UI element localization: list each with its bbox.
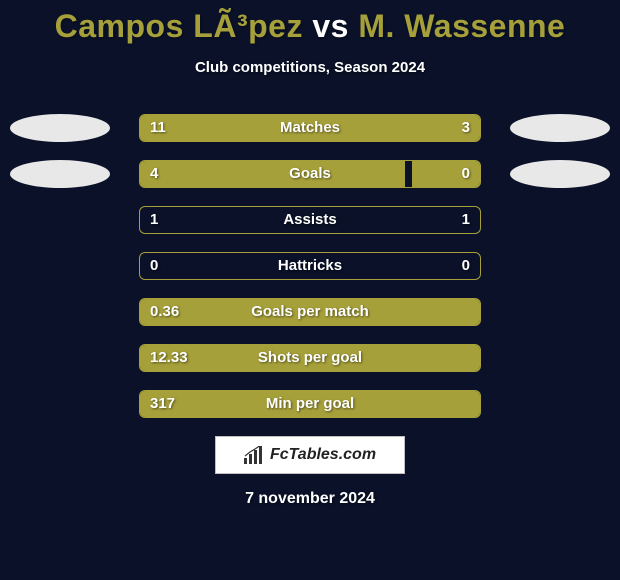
stat-bar: 40Goals [139, 160, 481, 188]
stat-row: 0 0Hattricks [0, 252, 620, 280]
chart-icon [244, 446, 266, 464]
logo-box: FcTables.com [215, 436, 405, 474]
bar-left-fill [140, 299, 480, 325]
player2-avatar [510, 114, 610, 142]
stats-chart: 113Matches 40Goals 1 1Assists 0 0Hattricks 0.3… [0, 114, 620, 418]
stat-row: 40Goals [0, 160, 620, 188]
logo-text: FcTables.com [270, 446, 376, 464]
player1-name: Campos LÃ³pez [55, 8, 303, 44]
stat-row: 12.33Shots per goal [0, 344, 620, 372]
stat-bar: 113Matches [139, 114, 481, 142]
player1-avatar [10, 114, 110, 142]
stat-bar: 0 0Hattricks [139, 252, 481, 280]
stat-row: 113Matches [0, 114, 620, 142]
stat-bar: 1 1Assists [139, 206, 481, 234]
comparison-title: Campos LÃ³pez vs M. Wassenne [0, 0, 620, 45]
stat-right-value: 0 [462, 253, 470, 279]
stat-row: 0.36Goals per match [0, 298, 620, 326]
bar-right-fill [412, 161, 480, 187]
bar-left-fill [140, 391, 480, 417]
stat-bar: 0.36Goals per match [139, 298, 481, 326]
stat-label: Assists [140, 207, 480, 233]
stat-row: 1 1Assists [0, 206, 620, 234]
vs-text: vs [312, 8, 349, 44]
player1-avatar [10, 160, 110, 188]
stat-label: Hattricks [140, 253, 480, 279]
date-label: 7 november 2024 [0, 490, 620, 508]
subtitle: Club competitions, Season 2024 [0, 59, 620, 76]
bar-left-fill [140, 345, 480, 371]
stat-left-value: 0 [150, 253, 158, 279]
bar-left-fill [140, 115, 398, 141]
bar-right-fill [398, 115, 480, 141]
stat-row: 317Min per goal [0, 390, 620, 418]
bar-left-fill [140, 161, 405, 187]
player2-avatar [510, 160, 610, 188]
stat-right-value: 1 [462, 207, 470, 233]
player2-name: M. Wassenne [358, 8, 565, 44]
stat-bar: 317Min per goal [139, 390, 481, 418]
stat-left-value: 1 [150, 207, 158, 233]
stat-bar: 12.33Shots per goal [139, 344, 481, 372]
